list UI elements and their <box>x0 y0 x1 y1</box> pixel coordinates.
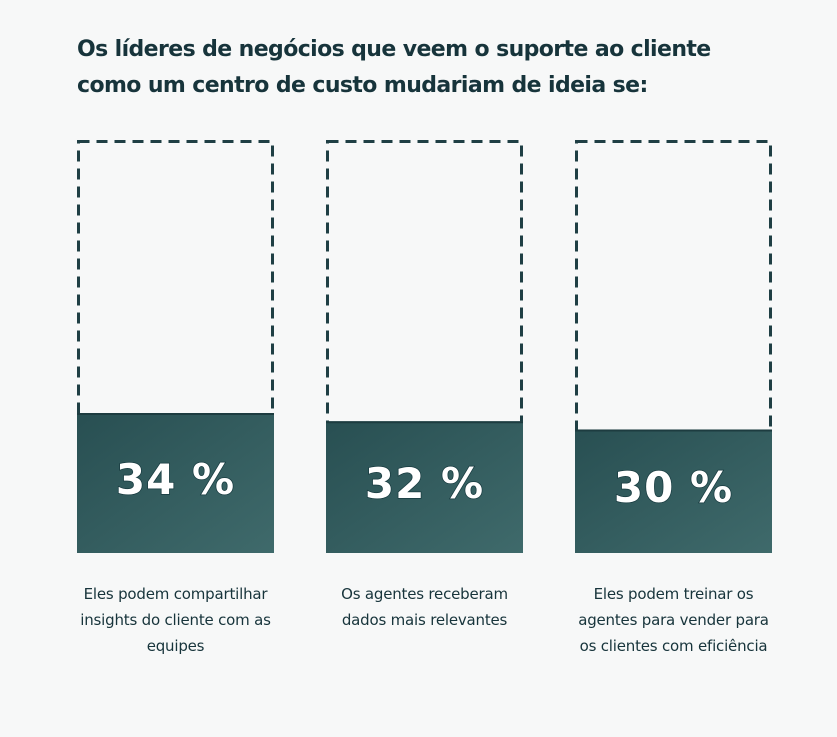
bar-2 <box>326 421 523 553</box>
bar-container-1: 34 % <box>77 140 274 553</box>
category-label-2: Os agentes receberam dados mais relevant… <box>341 585 508 629</box>
bar-1 <box>77 413 274 553</box>
bar-3 <box>575 429 772 553</box>
dashed-outline-3 <box>575 140 772 553</box>
dashed-outline-1 <box>77 140 274 553</box>
dashed-outline-2 <box>326 140 523 553</box>
bar-column-3: 30 % Eles podem treinar os agentes para … <box>575 140 772 659</box>
bar-container-3: 30 % <box>575 140 772 553</box>
bar-column-1: 34 % Eles podem compartilhar insights do… <box>77 140 274 659</box>
bar-container-2: 32 % <box>326 140 523 553</box>
category-label-3: Eles podem treinar os agentes para vende… <box>578 585 769 655</box>
bar-svg-1 <box>77 140 274 553</box>
category-label-1: Eles podem compartilhar insights do clie… <box>80 585 271 655</box>
chart-title: Os líderes de negócios que veem o suport… <box>77 37 711 98</box>
bar-column-2: 32 % Os agentes receberam dados mais rel… <box>326 140 523 633</box>
bar-svg-3 <box>575 140 772 553</box>
bar-svg-2 <box>326 140 523 553</box>
